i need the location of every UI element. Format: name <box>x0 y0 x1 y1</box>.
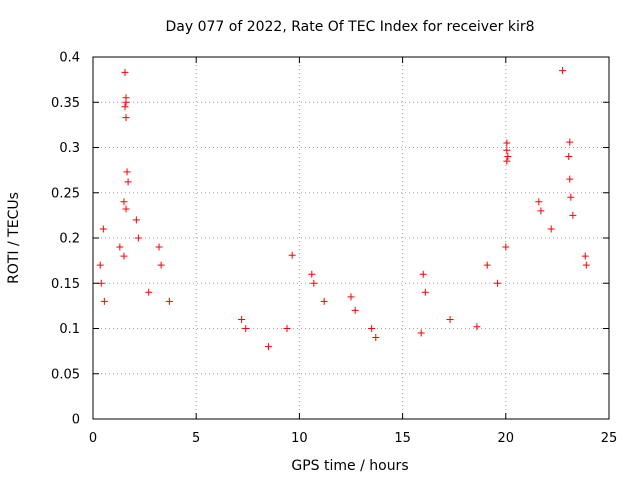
data-point <box>421 288 429 296</box>
data-point <box>547 225 555 233</box>
data-point <box>132 216 140 224</box>
data-point <box>121 68 129 76</box>
y-tick-label: 0.4 <box>59 51 80 66</box>
data-point <box>100 297 108 305</box>
data-point <box>446 315 454 323</box>
data-point <box>494 279 502 287</box>
y-tick-label: 0.15 <box>51 277 80 292</box>
x-tick-label: 0 <box>89 431 97 446</box>
data-point <box>157 261 165 269</box>
data-point <box>351 306 359 314</box>
data-point <box>122 114 130 122</box>
data-point <box>122 205 130 213</box>
data-point <box>582 261 590 269</box>
data-point <box>124 178 132 186</box>
data-point <box>308 270 316 278</box>
data-point <box>566 175 574 183</box>
axis-ticks: 0 5 10 15 20 25 0 0.05 0.1 0.15 0.2 0.25 0.3 0.35 0.4 <box>51 51 617 447</box>
data-point <box>145 288 153 296</box>
data-point <box>503 146 511 154</box>
data-point <box>165 297 173 305</box>
data-point <box>120 252 128 260</box>
data-point <box>581 252 589 260</box>
y-tick-label: 0.2 <box>59 232 80 247</box>
data-point <box>419 270 427 278</box>
data-point <box>238 315 246 323</box>
grid-lines <box>93 57 609 419</box>
x-tick-label: 25 <box>601 431 618 446</box>
data-point <box>120 198 128 206</box>
data-point <box>96 261 104 269</box>
x-axis-label: GPS time / hours <box>291 458 408 474</box>
y-tick-label: 0.1 <box>59 322 80 337</box>
data-point <box>121 103 129 111</box>
data-point <box>503 139 511 147</box>
y-tick-label: 0 <box>72 413 80 428</box>
data-point <box>347 293 355 301</box>
data-point <box>537 207 545 215</box>
data-point <box>242 325 250 332</box>
x-tick-label: 15 <box>394 431 411 446</box>
data-point <box>123 168 131 176</box>
data-point <box>99 225 107 233</box>
data-point <box>567 193 575 201</box>
data-point <box>310 279 318 287</box>
data-point <box>372 334 380 342</box>
data-point <box>503 157 511 165</box>
data-point <box>264 343 272 351</box>
data-point <box>320 297 328 305</box>
x-tick-label: 20 <box>498 431 515 446</box>
data-point <box>473 323 481 331</box>
x-tick-label: 10 <box>291 431 308 446</box>
data-point <box>566 138 574 146</box>
y-tick-label: 0.05 <box>51 367 80 382</box>
y-tick-label: 0.3 <box>59 141 80 156</box>
data-point <box>155 243 163 251</box>
data-point <box>134 234 142 242</box>
data-point <box>569 211 577 219</box>
data-point <box>483 261 491 269</box>
y-tick-label: 0.35 <box>51 96 80 111</box>
plot-frame <box>92 56 610 420</box>
data-point <box>535 198 543 206</box>
data-point <box>122 98 130 106</box>
data-point <box>288 251 296 259</box>
data-point <box>283 325 291 332</box>
data-point <box>504 153 512 161</box>
data-point <box>417 329 425 337</box>
data-point <box>368 325 376 332</box>
data-point <box>559 67 567 75</box>
y-tick-label: 0.25 <box>51 186 80 201</box>
chart-title: Day 077 of 2022, Rate Of TEC Index for r… <box>165 19 534 35</box>
x-tick-label: 5 <box>192 431 200 446</box>
data-points <box>96 67 590 351</box>
data-point <box>502 243 510 251</box>
data-point <box>565 153 573 161</box>
data-point <box>116 243 124 251</box>
y-axis-label: ROTI / TECUs <box>6 192 22 284</box>
